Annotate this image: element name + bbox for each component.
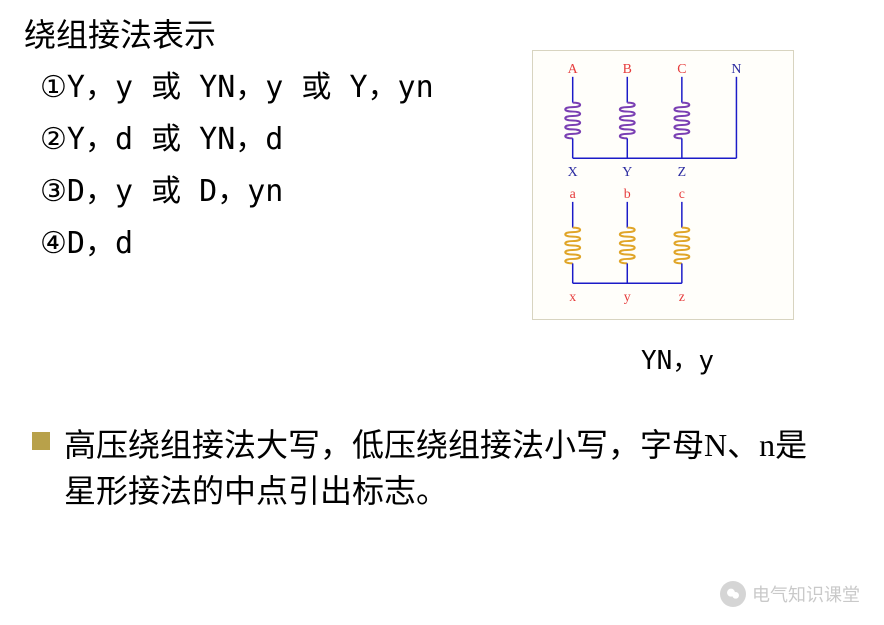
watermark: 电气知识课堂: [720, 581, 860, 607]
svg-text:c: c: [679, 187, 685, 202]
svg-text:a: a: [570, 187, 576, 202]
wechat-icon: [720, 581, 746, 607]
list-item: ③D，y 或 D，yn: [40, 166, 434, 218]
svg-text:y: y: [624, 290, 631, 305]
svg-text:B: B: [623, 62, 632, 77]
list-item: ④D，d: [40, 218, 434, 270]
svg-text:N: N: [731, 62, 741, 77]
notation-list: ①Y，y 或 YN，y 或 Y，yn ②Y，d 或 YN，d ③D，y 或 D，…: [40, 62, 434, 270]
winding-diagram: A X B Y C Z Na x b y c z: [532, 50, 794, 320]
svg-text:Y: Y: [622, 165, 632, 180]
list-item: ①Y，y 或 YN，y 或 Y，yn: [40, 62, 434, 114]
svg-text:A: A: [568, 62, 578, 77]
winding-diagram-svg: A X B Y C Z Na x b y c z: [533, 51, 793, 319]
svg-text:x: x: [569, 290, 576, 305]
watermark-text: 电气知识课堂: [752, 581, 860, 607]
svg-text:Z: Z: [678, 165, 686, 180]
page-title: 绕组接法表示: [24, 10, 216, 56]
diagram-caption: YN，y: [641, 340, 714, 377]
note-text: 高压绕组接法大写，低压绕组接法小写，字母N、n是星形接法的中点引出标志。: [64, 422, 834, 514]
bullet-icon: [32, 432, 50, 450]
list-item: ②Y，d 或 YN，d: [40, 114, 434, 166]
note-block: 高压绕组接法大写，低压绕组接法小写，字母N、n是星形接法的中点引出标志。: [32, 422, 844, 514]
svg-text:z: z: [679, 290, 685, 305]
svg-text:X: X: [568, 165, 578, 180]
svg-text:C: C: [677, 62, 686, 77]
svg-text:b: b: [624, 187, 631, 202]
